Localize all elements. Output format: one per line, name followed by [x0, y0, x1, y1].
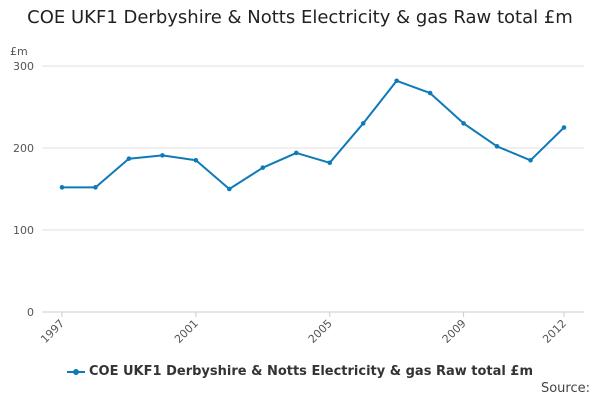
- chart-title: COE UKF1 Derbyshire & Notts Electricity …: [27, 7, 573, 28]
- data-point-2008: [427, 90, 433, 96]
- series-line: [62, 79, 565, 190]
- data-point-2011: [528, 158, 533, 163]
- x-tick-label-2009: 2009: [440, 317, 469, 346]
- source-label: Source:: [540, 381, 590, 396]
- data-point-2004: [293, 150, 299, 156]
- tick-labels: 0 100 200 300 £m 1997 2001 2005 2009 2012: [10, 45, 569, 346]
- axes: [42, 311, 584, 317]
- data-point-2009: [461, 121, 466, 126]
- legend[interactable]: COE UKF1 Derbyshire & Notts Electricity …: [0, 364, 600, 379]
- x-tick-label-2001: 2001: [172, 317, 201, 346]
- x-tick-label-2005: 2005: [306, 317, 335, 346]
- series-layer: [59, 78, 567, 192]
- legend-label: COE UKF1 Derbyshire & Notts Electricity …: [89, 364, 533, 379]
- legend-swatch: [67, 367, 85, 377]
- data-point-1997: [59, 185, 65, 190]
- data-point-2003: [260, 165, 266, 170]
- x-tick-label-2012: 2012: [540, 317, 569, 346]
- data-point-2002: [227, 186, 232, 192]
- y-tick-label-200: 200: [13, 142, 34, 155]
- data-point-2012: [561, 125, 567, 130]
- data-point-2006: [360, 121, 366, 126]
- data-point-1999: [126, 156, 132, 161]
- data-point-2007: [394, 78, 399, 84]
- data-point-2005: [327, 160, 333, 166]
- x-tick-label-1997: 1997: [38, 317, 67, 346]
- y-tick-label-100: 100: [13, 224, 34, 237]
- y-axis-unit-label: £m: [10, 45, 28, 58]
- data-point-2000: [160, 153, 165, 158]
- y-tick-label-300: 300: [13, 60, 34, 73]
- y-tick-label-0: 0: [27, 306, 34, 319]
- data-point-2001: [193, 158, 199, 163]
- data-point-1998: [93, 185, 98, 190]
- grid-lines: [42, 65, 584, 231]
- data-point-2010: [494, 144, 500, 149]
